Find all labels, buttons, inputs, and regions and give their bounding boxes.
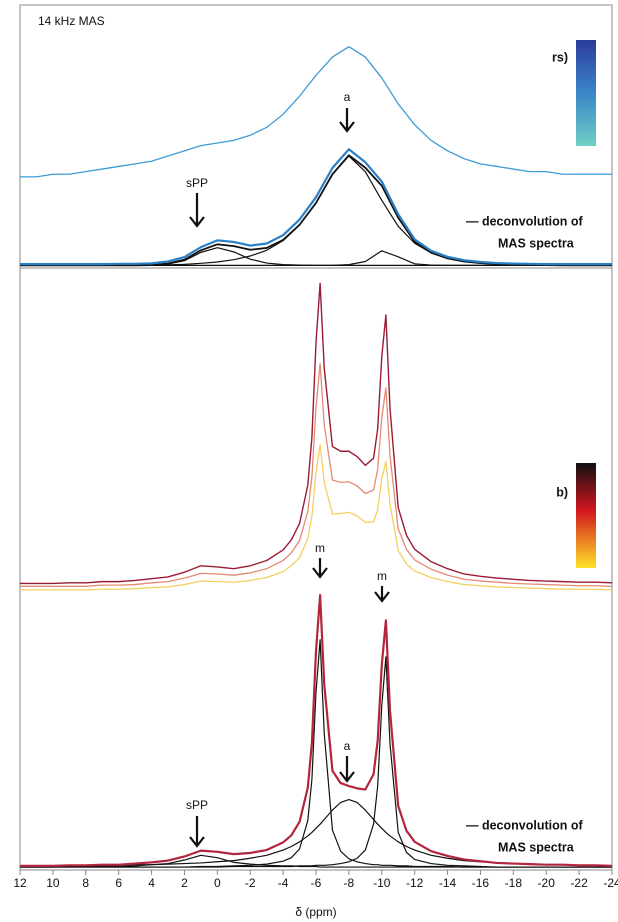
panel-label: rs) xyxy=(552,50,568,64)
annotation: — deconvolution of xyxy=(466,818,583,832)
x-tick-label: -4 xyxy=(278,876,289,890)
x-tick-label: -2 xyxy=(245,876,256,890)
spectrum-line xyxy=(20,363,613,587)
x-tick-label: 10 xyxy=(46,876,60,890)
curves xyxy=(20,46,613,868)
spectrum-line xyxy=(20,798,613,867)
x-tick-label: -18 xyxy=(505,876,523,890)
spectrum-line xyxy=(20,594,613,867)
x-tick-label: 6 xyxy=(115,876,122,890)
annotation: m xyxy=(315,541,325,555)
arrow xyxy=(189,816,205,848)
x-tick-label: -22 xyxy=(570,876,588,890)
color-bar xyxy=(576,463,596,568)
spectrum-line xyxy=(20,148,612,266)
x-tick-label: -6 xyxy=(311,876,322,890)
panel-label: b) xyxy=(556,485,568,499)
x-tick-label: 12 xyxy=(13,876,27,890)
x-axis-label: δ (ppm) xyxy=(295,905,336,919)
plot-frame xyxy=(19,4,613,871)
annotation: a xyxy=(344,739,351,753)
x-tick-label: 4 xyxy=(148,876,155,890)
x-tick-label: -16 xyxy=(472,876,490,890)
spectrum-line xyxy=(20,444,613,591)
arrow xyxy=(374,586,390,603)
spectrum-line xyxy=(20,854,612,868)
arrow xyxy=(339,756,355,783)
spectrum-line xyxy=(20,46,612,178)
arrow xyxy=(189,193,205,228)
color-bar xyxy=(576,40,596,146)
x-tick-label: -20 xyxy=(538,876,556,890)
x-tick-label: -10 xyxy=(373,876,391,890)
annotation: a xyxy=(344,90,351,104)
spectrum-line xyxy=(20,282,613,585)
annotation: sPP xyxy=(186,798,208,812)
x-tick-label: -14 xyxy=(439,876,457,890)
x-tick-label: 2 xyxy=(181,876,188,890)
x-tick-label: -12 xyxy=(406,876,424,890)
annotation: m xyxy=(377,569,387,583)
x-tick-label: -24 xyxy=(603,876,618,890)
x-tick-label: 0 xyxy=(214,876,221,890)
annotation: sPP xyxy=(186,176,208,190)
x-tick-label: 8 xyxy=(82,876,89,890)
annotation: — deconvolution of xyxy=(466,214,583,228)
annotation: 14 kHz MAS xyxy=(38,14,105,28)
arrow xyxy=(312,558,328,579)
annotation: MAS spectra xyxy=(498,236,575,250)
annotation: MAS spectra xyxy=(498,840,575,854)
arrow xyxy=(339,108,355,133)
x-tick-label: -8 xyxy=(344,876,355,890)
